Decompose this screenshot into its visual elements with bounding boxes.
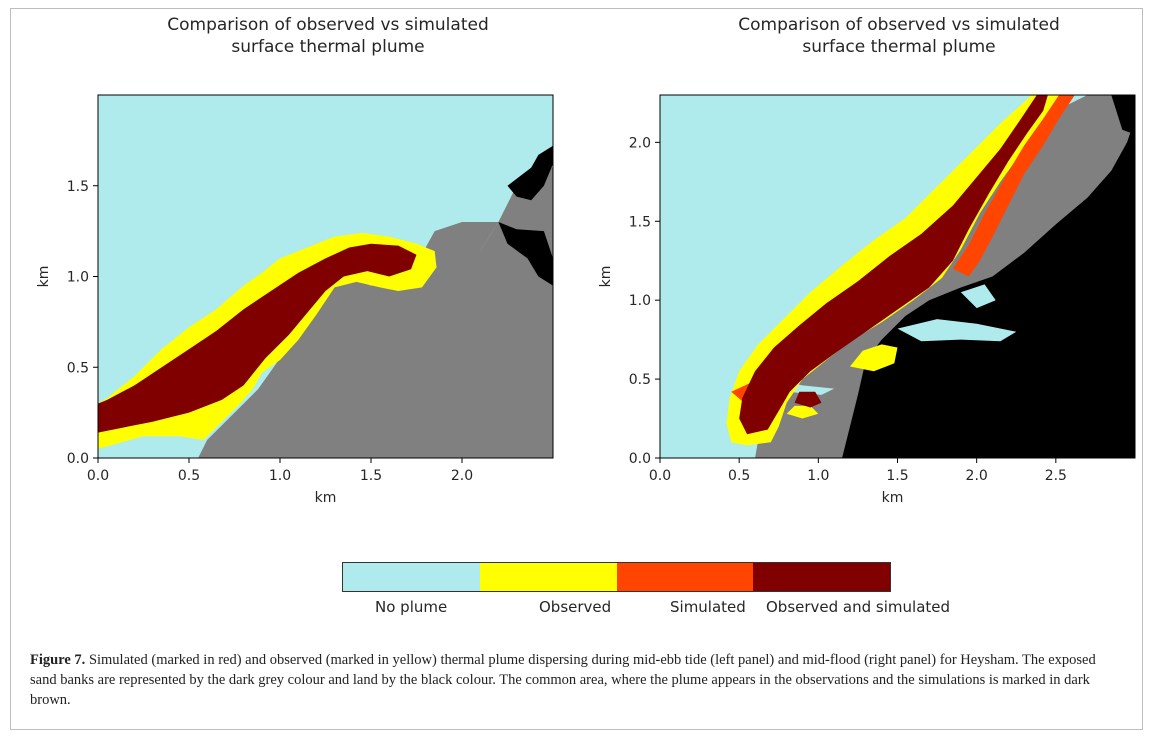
left-region-both	[98, 243, 417, 433]
left-y-tick-label: 0.0	[67, 451, 89, 467]
colorbar-swatch-both	[753, 563, 890, 591]
right-title-line2: surface thermal plume	[802, 37, 996, 57]
left-y-tick-label: 1.5	[67, 179, 89, 195]
left-x-tick-label: 0.5	[178, 468, 200, 484]
left-region-land	[507, 145, 553, 201]
right-region-land	[1111, 95, 1135, 135]
right-panel-title: Comparison of observed vs simulated surf…	[662, 14, 1136, 58]
right-region-water	[897, 319, 1017, 342]
caption-label: Figure 7.	[30, 652, 86, 668]
colorbar-labels: No plume Observed Simulated Observed and…	[342, 598, 991, 620]
right-x-tick-label: 1.5	[886, 468, 908, 484]
right-y-tick-label: 0.5	[629, 372, 651, 388]
left-y-axis-label: km	[36, 266, 52, 288]
right-y-axis-label: km	[598, 266, 614, 288]
left-region-sandbank	[416, 222, 499, 277]
left-y-tick-label: 0.5	[67, 360, 89, 376]
right-x-tick-label: 2.0	[966, 468, 988, 484]
colorbar-swatch-simulated	[616, 563, 754, 591]
right-region-land	[842, 118, 1135, 458]
right-x-tick-label: 1.0	[807, 468, 829, 484]
left-panel-title: Comparison of observed vs simulated surf…	[98, 14, 558, 58]
figure-caption: Figure 7. Simulated (marked in red) and …	[30, 650, 1120, 710]
left-map	[98, 95, 553, 458]
colorbar-label-no-plume: No plume	[375, 598, 448, 616]
right-region-water	[960, 284, 996, 309]
left-plot-area: 0.0 0.5 1.0 1.5 2.0 0.0 0.5 1.0 1.5 km km	[36, 94, 554, 506]
right-region-simulated	[731, 382, 752, 402]
right-title-line1: Comparison of observed vs simulated	[738, 15, 1060, 35]
left-region-land	[498, 222, 553, 286]
right-y-tick-label: 2.0	[629, 135, 651, 151]
left-x-tick-label: 2.0	[451, 468, 473, 484]
right-y-tick-label: 1.5	[629, 214, 651, 230]
right-y-tick-label: 0.0	[629, 451, 651, 467]
left-title-line2: surface thermal plume	[231, 37, 425, 57]
colorbar-label-simulated: Simulated	[670, 598, 746, 616]
right-region-both	[739, 95, 1048, 435]
right-plot-area: 0.0 0.5 1.0 1.5 2.0 2.5 0.0 0.5 1.0 1.5 2.0 km km	[598, 94, 1136, 506]
colorbar-label-observed: Observed	[539, 598, 612, 616]
right-region-observed	[786, 405, 819, 419]
colorbar	[342, 562, 891, 592]
left-region-sandbank	[198, 164, 553, 458]
left-x-tick-label: 0.0	[87, 468, 109, 484]
colorbar-label-both: Observed and simulated	[766, 598, 951, 616]
right-region-observed	[850, 344, 898, 372]
right-x-axis-label: km	[882, 490, 904, 506]
right-x-tick-label: 0.5	[728, 468, 750, 484]
left-y-tick-label: 1.0	[67, 270, 89, 286]
right-x-tick-label: 0.0	[649, 468, 671, 484]
right-x-tick-label: 2.5	[1045, 468, 1067, 484]
left-title-line1: Comparison of observed vs simulated	[167, 15, 489, 35]
right-region-simulated	[952, 95, 1075, 277]
left-x-tick-label: 1.0	[269, 468, 291, 484]
colorbar-swatch-observed	[479, 563, 617, 591]
left-x-axis-label: km	[315, 490, 337, 506]
right-y-tick-label: 1.0	[629, 293, 651, 309]
left-x-tick-label: 1.5	[360, 468, 382, 484]
right-map	[660, 95, 1135, 458]
right-region-both	[794, 391, 822, 408]
caption-text: Simulated (marked in red) and observed (…	[30, 652, 1096, 708]
figure-frame	[10, 8, 1143, 730]
colorbar-swatch-no-plume	[343, 563, 480, 591]
